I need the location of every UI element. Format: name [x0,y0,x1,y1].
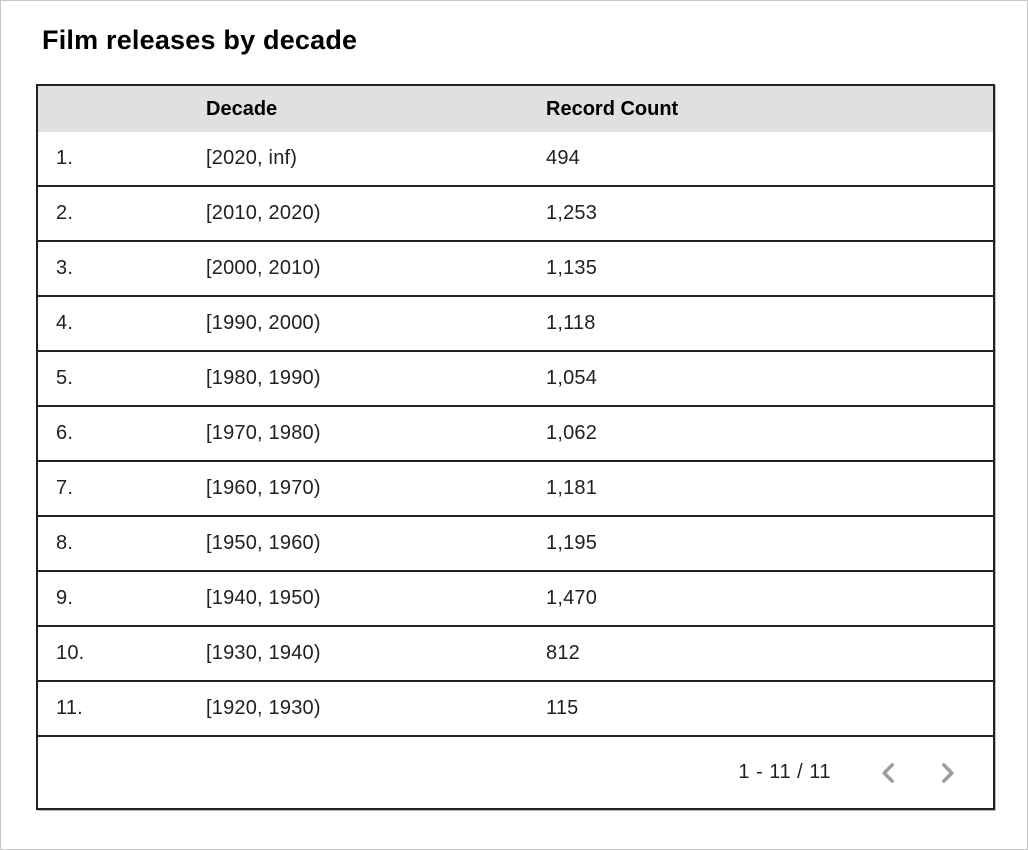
record-count-cell: 1,195 [546,515,993,571]
row-index-cell: 8. [38,515,206,571]
table-row: 10. [1930, 1940) 812 [38,625,993,681]
table-row: 7. [1960, 1970) 1,181 [38,460,993,516]
record-count-cell: 1,054 [546,350,993,406]
pagination-prev-button[interactable] [867,751,911,795]
row-index-cell: 10. [38,625,206,681]
record-count-cell: 1,253 [546,185,993,241]
table-row: 9. [1940, 1950) 1,470 [38,570,993,626]
table-row: 1. [2020, inf) 494 [38,132,993,186]
page-title: Film releases by decade [42,25,358,55]
table-row: 11. [1920, 1930) 115 [38,680,993,735]
record-count-cell: 1,135 [546,240,993,296]
table-header-row: Decade Record Count [38,86,993,132]
decade-cell: [1940, 1950) [206,570,546,626]
column-header-record-count[interactable]: Record Count [546,86,993,132]
table-row: 6. [1970, 1980) 1,062 [38,405,993,461]
record-count-cell: 1,470 [546,570,993,626]
row-index-cell: 6. [38,405,206,461]
table-row: 3. [2000, 2010) 1,135 [38,240,993,296]
row-index-cell: 11. [38,680,206,735]
decade-cell: [2020, inf) [206,147,298,169]
table-row: 2. [2010, 2020) 1,253 [38,185,993,241]
column-header-index [38,86,206,132]
data-table: Decade Record Count 1. [2020, inf) 494 2. [2… [38,86,993,735]
decade-cell: [1920, 1930) [206,680,546,735]
pagination-next-button[interactable] [925,751,969,795]
row-index-cell: 9. [38,570,206,626]
record-count-cell: 1,181 [546,460,993,516]
chevron-left-icon [876,760,902,786]
row-index-cell: 3. [38,240,206,296]
decade-cell: [1960, 1970) [206,460,546,516]
row-index-cell: 5. [38,350,206,406]
table-row: 5. [1980, 1990) 1,054 [38,350,993,406]
record-count-cell: 494 [546,147,580,169]
table-widget: Decade Record Count 1. [2020, inf) 494 2. [2… [36,84,995,810]
record-count-cell: 1,062 [546,405,993,461]
row-index-cell: 7. [38,460,206,516]
record-count-cell: 1,118 [546,295,993,351]
decade-cell: [1980, 1990) [206,350,546,406]
pagination-bar: 1 - 11 / 11 [38,735,993,808]
decade-cell: [2010, 2020) [206,185,546,241]
decade-cell: [1950, 1960) [206,515,546,571]
record-count-cell: 115 [546,680,993,735]
decade-cell: [1930, 1940) [206,625,546,681]
decade-cell: [1970, 1980) [206,405,546,461]
row-index-cell: 1. [56,147,74,169]
pagination-range-label: 1 - 11 / 11 [738,761,831,783]
chevron-right-icon [934,760,960,786]
table-row: 8. [1950, 1960) 1,195 [38,515,993,571]
row-index-cell: 2. [38,185,206,241]
column-header-decade[interactable]: Decade [206,86,546,132]
row-index-cell: 4. [38,295,206,351]
decade-cell: [2000, 2010) [206,240,546,296]
table-row: 4. [1990, 2000) 1,118 [38,295,993,351]
decade-cell: [1990, 2000) [206,295,546,351]
record-count-cell: 812 [546,625,993,681]
